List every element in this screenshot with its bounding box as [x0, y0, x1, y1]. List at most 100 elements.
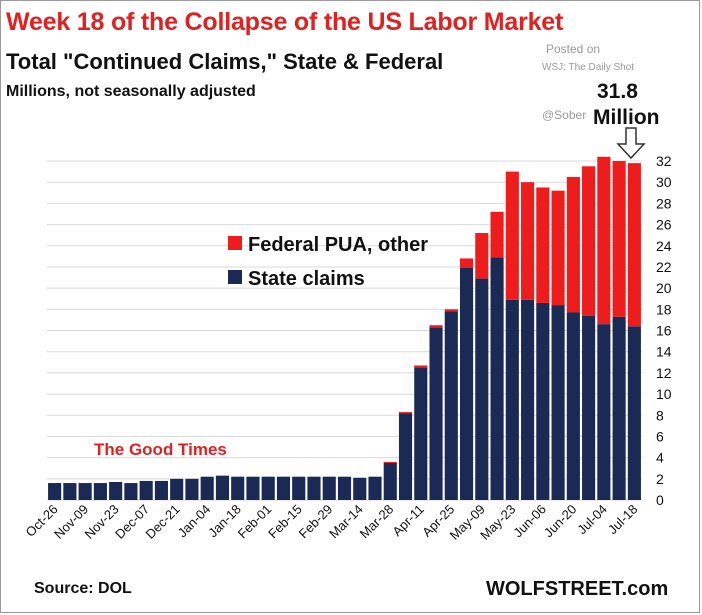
state-claims-bar — [93, 483, 107, 500]
state-claims-bar — [139, 480, 153, 500]
x-tick-label: Jul-18 — [605, 502, 641, 538]
federal-pua-bar — [536, 187, 550, 303]
legend-label-federal: Federal PUA, other — [248, 234, 428, 256]
state-claims-bar — [459, 268, 474, 500]
federal-pua-bar — [398, 412, 413, 414]
state-claims-bar — [353, 477, 367, 500]
y-tick-label: 22 — [656, 259, 672, 275]
state-claims-bar — [185, 478, 199, 500]
y-tick-label: 20 — [656, 280, 672, 296]
y-tick-label: 28 — [656, 195, 672, 211]
x-tick-label: Mar-28 — [357, 502, 397, 542]
state-claims-bar — [368, 476, 382, 500]
state-claims-bar — [261, 476, 275, 500]
good-times-annotation: The Good Times — [94, 440, 227, 459]
state-claims-bar — [246, 476, 260, 500]
federal-pua-bar — [612, 161, 626, 317]
x-axis-ticks: Oct-26Nov-09Nov-23Dec-07Dec-21Jan-04Jan-… — [23, 502, 641, 543]
legend-label-state: State claims — [248, 268, 365, 290]
chart-subtitle: Total "Continued Claims," State & Federa… — [6, 49, 444, 74]
watermark-handle: @Sober — [542, 108, 587, 122]
state-claims-bar — [551, 305, 565, 500]
state-claims-bar — [429, 327, 443, 500]
y-tick-label: 30 — [656, 174, 672, 190]
units-label: Millions, not seasonally adjusted — [6, 83, 256, 100]
state-claims-bar — [566, 312, 580, 500]
down-arrow-icon — [616, 127, 646, 160]
y-tick-label: 12 — [656, 365, 672, 381]
state-claims-bar — [444, 311, 458, 500]
federal-pua-bar — [582, 166, 596, 316]
y-tick-label: 6 — [656, 428, 664, 444]
y-tick-label: 14 — [656, 344, 672, 360]
federal-pua-bar — [475, 233, 489, 279]
x-tick-label: Jan-04 — [175, 502, 214, 541]
state-claims-bar — [612, 316, 626, 500]
federal-pua-bar — [566, 176, 580, 313]
state-claims-bar — [124, 483, 138, 500]
state-claims-bar — [536, 302, 550, 500]
y-tick-label: 26 — [656, 217, 672, 233]
federal-pua-bar — [414, 365, 428, 368]
peak-value-label: 31.8 — [597, 80, 638, 103]
y-tick-label: 24 — [656, 238, 672, 254]
state-claims-bar — [505, 299, 519, 500]
state-claims-bar — [398, 413, 413, 500]
state-claims-bar — [215, 475, 230, 500]
x-tick-label: Jul-04 — [574, 502, 610, 538]
state-claims-bar — [475, 278, 489, 500]
state-claims-bar — [322, 476, 336, 500]
state-claims-bar — [627, 326, 641, 500]
state-claims-bar — [337, 476, 352, 500]
federal-pua-bar — [444, 309, 458, 312]
legend-swatch-federal — [228, 236, 242, 250]
y-tick-label: 8 — [656, 407, 664, 423]
state-claims-bar — [276, 476, 291, 500]
y-tick-label: 32 — [656, 153, 672, 169]
state-claims-bar — [414, 367, 428, 500]
state-claims-bar — [597, 324, 611, 500]
brand-label: WOLFSTREET.com — [486, 578, 669, 600]
y-tick-label: 0 — [656, 492, 664, 508]
watermark-source: WSJ: The Daily Shot — [542, 62, 635, 73]
state-claims-bar — [307, 476, 321, 500]
federal-pua-bar — [627, 163, 641, 327]
x-tick-label: Jun-20 — [541, 502, 580, 541]
y-tick-label: 4 — [656, 450, 664, 466]
state-claims-bar — [200, 476, 214, 500]
bar-series — [48, 156, 641, 500]
source-label: Source: DOL — [34, 580, 132, 597]
federal-pua-bar — [505, 171, 519, 300]
state-claims-bar — [292, 476, 306, 500]
y-tick-label: 16 — [656, 323, 672, 339]
watermark-posted: Posted on — [546, 42, 601, 56]
state-claims-bar — [109, 481, 123, 500]
state-claims-bar — [170, 478, 184, 500]
federal-pua-bar — [383, 461, 397, 463]
state-claims-bar — [383, 462, 397, 500]
x-tick-label: Apr-11 — [389, 502, 427, 540]
state-claims-bar — [78, 483, 92, 500]
federal-pua-bar — [597, 156, 611, 325]
federal-pua-bar — [429, 325, 443, 328]
state-claims-bar — [582, 315, 596, 500]
y-tick-label: 10 — [656, 386, 672, 402]
peak-unit-label: Million — [593, 106, 660, 129]
state-claims-bar — [521, 299, 535, 500]
federal-pua-bar — [521, 182, 535, 300]
y-tick-label: 2 — [656, 471, 664, 487]
federal-pua-bar — [490, 211, 504, 258]
x-tick-label: Jun-06 — [510, 502, 549, 541]
state-claims-bar — [231, 476, 245, 500]
chart-title: Week 18 of the Collapse of the US Labor … — [6, 8, 564, 36]
legend-swatch-state — [228, 270, 242, 284]
federal-pua-bar — [459, 258, 474, 268]
y-tick-label: 18 — [656, 301, 672, 317]
state-claims-bar — [63, 483, 77, 500]
state-claims-bar — [48, 483, 62, 500]
state-claims-bar — [490, 257, 504, 500]
chart-legend: Federal PUA, other State claims — [228, 234, 428, 290]
